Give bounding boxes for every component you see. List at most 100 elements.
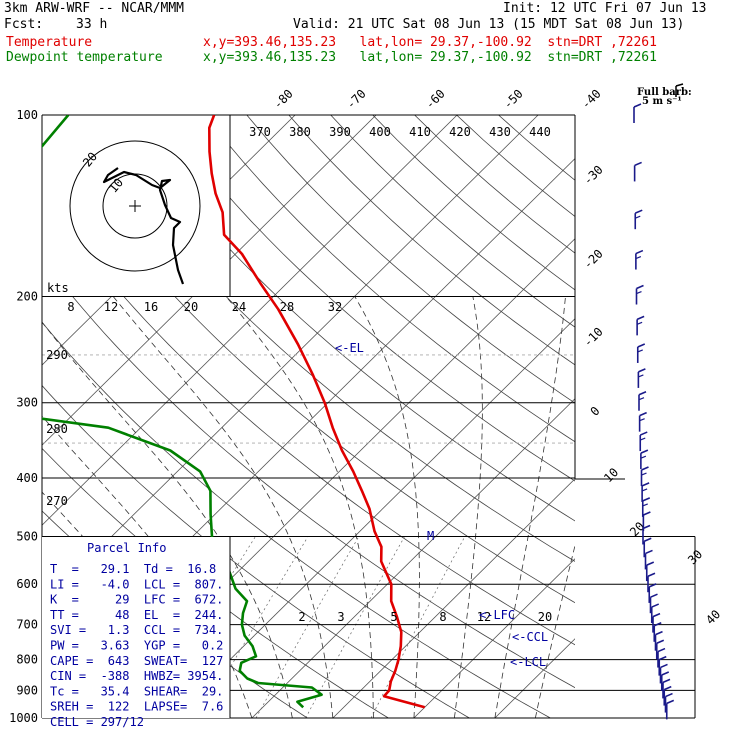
wind-barb-flag — [634, 209, 643, 214]
mixing-ratio-line — [370, 536, 466, 718]
mixing-ratio-label: 3 — [337, 610, 344, 624]
wind-barb-flag — [643, 537, 652, 542]
theta-label: 410 — [409, 125, 431, 139]
dewpoint-legend: Dewpoint temperature — [6, 50, 163, 65]
wind-barb-half — [638, 397, 645, 401]
isotherm-label: -50 — [501, 87, 526, 112]
isotherm — [576, 115, 740, 718]
wind-barb-flag — [635, 249, 644, 255]
temperature-legend: Temperature — [6, 35, 93, 50]
isotherm-label: -40 — [579, 87, 604, 112]
isotherm — [413, 558, 575, 718]
parcel-info-row: CIN = -388 HWBZ= 3954. — [50, 669, 223, 683]
valid-time: Valid: 21 UTC Sat 08 Jun 13 (15 MDT Sat … — [293, 17, 685, 32]
mixing-ratio-label: 20 — [538, 610, 552, 624]
wind-barb-half — [641, 472, 647, 476]
wind-barb-half — [638, 374, 644, 378]
parcel-info-row: PW = 3.63 YGP = 0.2 — [50, 639, 223, 653]
dry-adiabat — [78, 115, 575, 562]
isotherm-label: -20 — [581, 247, 606, 272]
pressure-label: 500 — [16, 529, 38, 543]
parcel-info-box: Parcel Info T = 29.1 Td = 16.8LI = -4.0 … — [42, 537, 231, 729]
wind-barb-half — [636, 321, 643, 325]
isotherm-label: 0 — [588, 404, 603, 419]
hodo-speed-label: 32 — [328, 300, 342, 314]
theta-left-label: 280 — [46, 422, 68, 436]
lfc-marker: <-LFC — [479, 608, 515, 622]
theta-label: 400 — [369, 125, 391, 139]
hodo-speed-label: 28 — [280, 300, 294, 314]
isotherm-label: -30 — [581, 163, 606, 188]
dry-adiabat — [42, 321, 552, 718]
pressure-label: 900 — [16, 683, 38, 697]
wind-barb-flag — [655, 630, 663, 636]
theta-left-label: 290 — [46, 348, 68, 362]
hodograph — [69, 140, 201, 285]
wind-barb-flag — [641, 466, 649, 471]
hodo-ring-outer — [69, 140, 201, 272]
hodo-speed-label: 12 — [104, 300, 118, 314]
parcel-info-row: K = 29 LFC = 672. — [50, 593, 223, 607]
dry-adiabat — [456, 115, 575, 218]
parcel-info-row: T = 29.1 Td = 16.8 — [50, 562, 216, 576]
pressure-label: 200 — [16, 290, 38, 304]
wind-barb-flag — [636, 284, 644, 290]
theta-label: 440 — [529, 125, 551, 139]
wind-barb-half — [635, 255, 642, 260]
isotherm-label: 10 — [601, 465, 621, 485]
full-barb-unit: 5 m s⁻¹ — [642, 96, 682, 107]
wind-barb-half — [637, 349, 643, 353]
mixing-ratio-label: 12 — [477, 610, 491, 624]
moist-adiabat — [535, 544, 575, 718]
theta-label: 390 — [329, 125, 351, 139]
temperature-location: x,y=393.46,135.23 lat,lon= 29.37,-100.92… — [203, 35, 657, 50]
dry-adiabat — [372, 115, 575, 291]
pressure-label: 800 — [16, 653, 38, 667]
isotherm — [494, 638, 575, 718]
moist-adiabat — [225, 296, 374, 718]
pressure-label: 700 — [16, 618, 38, 632]
dry-adiabat — [246, 115, 575, 404]
isotherm-label: 40 — [703, 607, 723, 627]
forecast-hour-value: 33 h — [76, 17, 108, 32]
el-marker: <-EL — [335, 341, 364, 355]
hodo-speed-label: 8 — [67, 300, 74, 314]
parcel-info-row: CELL = 297/12 — [50, 715, 144, 729]
wind-barb-flag — [639, 411, 647, 417]
wind-barb-flag — [662, 678, 671, 684]
parcel-info-row: LI = -4.0 LCL = 807. — [50, 577, 223, 591]
hodo-speed-label: 24 — [232, 300, 246, 314]
dry-adiabat — [42, 384, 471, 718]
wind-barb-flag — [638, 390, 647, 396]
wind-barb-flag — [665, 692, 673, 698]
full-barb-sample-tick — [675, 83, 684, 87]
wind-barb-flag — [638, 368, 646, 373]
isotherm — [251, 398, 575, 718]
theta-label: 370 — [249, 125, 271, 139]
isotherm — [42, 115, 539, 606]
isotherm-label: -80 — [271, 87, 296, 112]
wind-barb-flag — [658, 655, 667, 661]
dry-adiabat — [42, 122, 575, 604]
parcel-info-row: CAPE = 643 SWEAT= 127 — [50, 654, 223, 668]
wind-barb-flag — [641, 482, 650, 487]
parcel-info-row: Tc = 35.4 SHEAR= 29. — [50, 684, 223, 698]
wind-barb-flag — [633, 103, 642, 108]
dry-adiabat — [120, 115, 575, 522]
wind-barb-half — [642, 503, 648, 507]
wind-barb-half — [636, 290, 642, 295]
isotherm — [170, 318, 575, 718]
wind-barb-flag — [643, 511, 651, 516]
pressure-label: 1000 — [9, 711, 38, 725]
full-barb-label: Full barb: — [637, 87, 692, 98]
wind-barbs — [633, 103, 675, 720]
model-title: 3km ARW-WRF -- NCAR/MMM — [4, 1, 185, 16]
isotherm — [332, 478, 575, 718]
wind-barb-flag — [656, 639, 665, 644]
parcel-info-row: SVI = 1.3 CCL = 734. — [50, 623, 223, 637]
isotherm-label: 30 — [685, 547, 705, 567]
theta-left-label: 270 — [46, 494, 68, 508]
wind-barb-flag — [657, 647, 666, 653]
isotherm — [42, 115, 458, 526]
